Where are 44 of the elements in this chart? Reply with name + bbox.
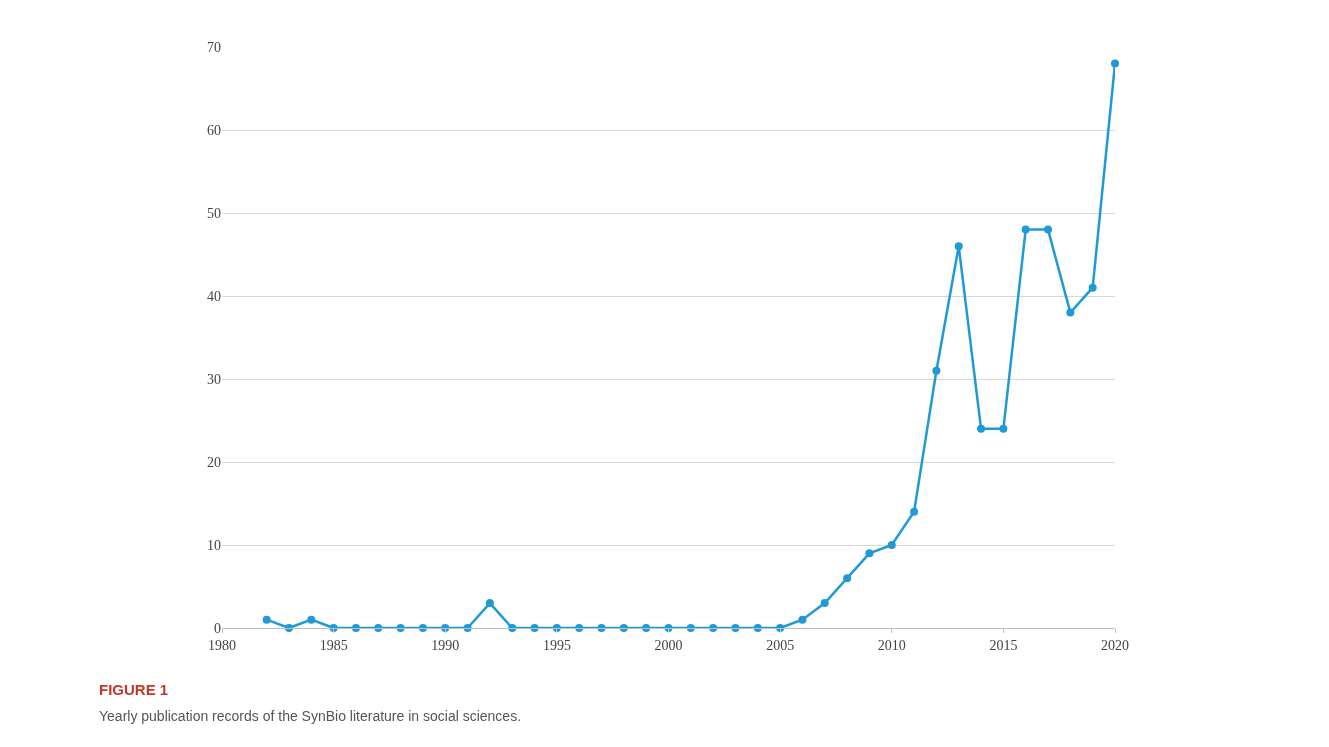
text: Yearly publication records of the SynBio literature in social sciences. [99,708,522,724]
point [485,599,494,608]
x-tick-label: 2015 [989,637,1018,653]
point [463,624,472,632]
point [798,615,807,624]
y-tick-label: 70 [207,39,221,55]
y-tick-label: 20 [207,454,221,470]
point [1111,59,1119,68]
point [820,599,829,608]
point [887,541,896,549]
point [843,574,852,583]
x-tick-label: 2000 [654,637,683,653]
point [954,242,963,251]
x-tick-label: 2020 [1101,637,1129,653]
point [307,615,316,624]
point [262,615,271,624]
point [1088,283,1097,292]
point [731,624,740,632]
y-tick-label: 0 [214,620,221,636]
y-tick-label: 40 [207,288,221,304]
x-tick-label: 1980 [208,637,236,653]
x-tick-label: 1985 [319,637,348,653]
point [999,424,1008,433]
y-tick-label: 30 [207,371,221,387]
y-tick-label: 50 [207,205,221,221]
point [865,549,874,558]
caption: FIGURE 1 [99,681,169,698]
point [530,624,539,632]
point [910,507,919,516]
point [1066,308,1075,317]
x-tick-label: 2010 [877,637,906,653]
x-tick-label: 1995 [542,637,571,653]
point [374,624,383,632]
y-tick-label: 10 [207,537,221,553]
point [977,424,986,433]
x-tick-label: 2005 [766,637,795,653]
y-tick-label: 60 [207,122,221,138]
x-tick-label: 1990 [431,637,460,653]
point [1044,225,1053,234]
point [753,624,762,632]
point [1021,225,1030,234]
point [597,624,606,632]
point [396,624,405,632]
point [932,366,941,375]
